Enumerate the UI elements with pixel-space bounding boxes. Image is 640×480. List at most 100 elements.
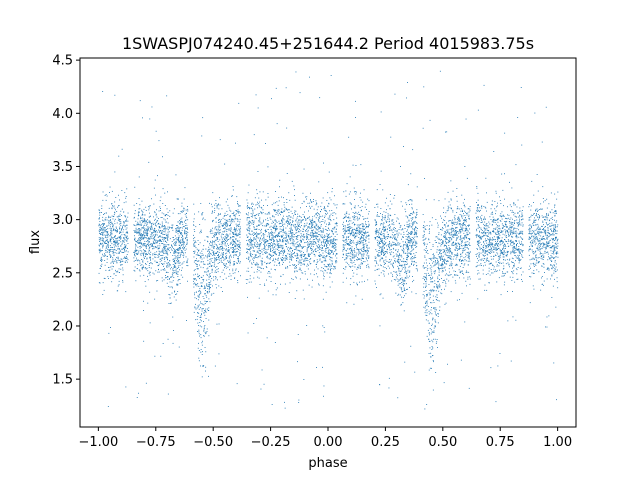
data-point [290, 222, 291, 224]
data-point [245, 213, 247, 215]
data-point [394, 258, 396, 260]
data-point [268, 253, 270, 255]
data-point [441, 268, 443, 270]
data-point [476, 234, 478, 236]
data-point [530, 216, 532, 218]
data-point [318, 231, 320, 233]
data-point [199, 224, 201, 225]
data-point [308, 226, 309, 228]
data-point [249, 228, 251, 230]
data-point [282, 259, 284, 261]
data-point [304, 258, 306, 260]
data-point [290, 226, 292, 228]
data-point [342, 228, 344, 230]
data-point [257, 256, 259, 257]
data-point [491, 272, 493, 274]
data-point [424, 312, 426, 314]
data-point [328, 256, 330, 257]
data-point [492, 245, 493, 247]
data-point [227, 204, 229, 206]
data-point [403, 252, 405, 254]
data-point [265, 251, 267, 253]
data-point [231, 221, 233, 223]
data-point [281, 211, 282, 213]
data-point [499, 234, 501, 236]
data-point [389, 194, 391, 195]
data-point [203, 280, 204, 282]
data-point [512, 247, 514, 249]
data-point [302, 219, 304, 220]
data-point [161, 233, 163, 234]
data-point [262, 253, 264, 255]
data-point [519, 214, 520, 216]
data-point [349, 223, 351, 225]
data-point [331, 260, 333, 262]
data-point [286, 202, 288, 203]
data-point [537, 210, 539, 211]
data-point [223, 231, 225, 233]
data-point [553, 230, 554, 232]
data-point [480, 229, 482, 230]
data-point [103, 277, 105, 279]
data-point [314, 239, 316, 240]
data-point [225, 277, 227, 279]
data-point [318, 181, 320, 183]
data-point [208, 249, 210, 250]
data-point [388, 227, 390, 228]
data-point [303, 252, 304, 253]
data-point [122, 252, 124, 253]
data-point [279, 186, 280, 188]
data-point [117, 216, 119, 218]
data-point [202, 351, 203, 353]
data-point [236, 244, 238, 245]
data-point [519, 260, 520, 262]
data-points [98, 70, 559, 410]
data-point [266, 235, 268, 237]
data-point [465, 234, 467, 236]
data-point [434, 308, 436, 310]
data-point [478, 243, 480, 244]
data-point [423, 276, 425, 278]
data-point [286, 240, 287, 242]
data-point [411, 250, 413, 252]
data-point [142, 236, 144, 238]
data-point [142, 234, 143, 235]
data-point [336, 222, 337, 224]
data-point [311, 202, 313, 203]
data-point [543, 256, 545, 258]
data-point [197, 268, 199, 270]
data-point [395, 271, 397, 273]
data-point [485, 229, 487, 231]
data-point [445, 235, 446, 237]
data-point [379, 228, 381, 229]
data-point [503, 245, 505, 247]
data-point [133, 257, 135, 259]
data-point [460, 359, 462, 361]
data-point [305, 196, 306, 198]
data-point [275, 283, 276, 284]
data-point [328, 171, 330, 173]
data-point [102, 294, 104, 295]
data-point [106, 243, 107, 244]
data-point [468, 255, 470, 257]
data-point [410, 213, 412, 214]
data-point [439, 256, 441, 258]
data-point [292, 242, 294, 244]
data-point [127, 212, 129, 214]
data-point [180, 221, 181, 223]
data-point [266, 255, 268, 257]
data-point [310, 243, 311, 245]
data-point [278, 223, 280, 225]
data-point [268, 244, 270, 246]
data-point [429, 119, 431, 121]
data-point [452, 234, 454, 235]
data-point [199, 319, 201, 321]
data-point [327, 251, 329, 253]
data-point [292, 244, 294, 246]
data-point [214, 263, 216, 265]
data-point [383, 229, 385, 231]
data-point [254, 244, 255, 246]
data-point [283, 229, 284, 230]
data-point [429, 294, 431, 296]
data-point [310, 238, 311, 240]
